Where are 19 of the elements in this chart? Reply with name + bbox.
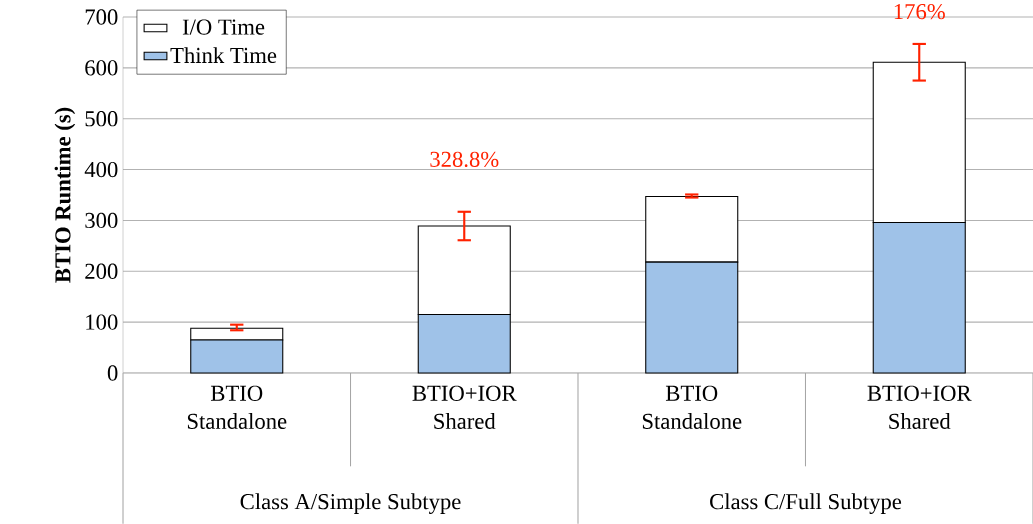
y-tick-label: 600: [85, 60, 118, 76]
y-tick-label: 400: [84, 161, 118, 178]
y-tick-label: 700: [85, 9, 118, 25]
y-tick-label: 500: [85, 111, 118, 127]
y-axis-title: BTIO Runtime (s): [54, 107, 76, 283]
x-tick-label: BTIO Standalone: [642, 385, 742, 429]
x-tick-label: BTIO Standalone: [187, 385, 287, 429]
y-tick-label: 100: [86, 314, 118, 330]
annotation: 176%: [894, 3, 945, 20]
legend-label: Think Time: [170, 47, 277, 64]
y-tick-label: 200: [85, 263, 118, 279]
y-tick-label: 300: [85, 212, 118, 229]
x-tick-label: BTIO+IOR Shared: [412, 385, 517, 429]
text: Class A/Simple Subtype: [240, 493, 461, 514]
text: Class C/Full Subtype: [710, 493, 902, 514]
annotation: 328.8%: [430, 151, 499, 168]
x-tick-label: BTIO+IOR Shared: [867, 385, 972, 429]
y-tick-label: 0: [107, 365, 118, 381]
legend-label: I/O Time: [182, 19, 265, 35]
